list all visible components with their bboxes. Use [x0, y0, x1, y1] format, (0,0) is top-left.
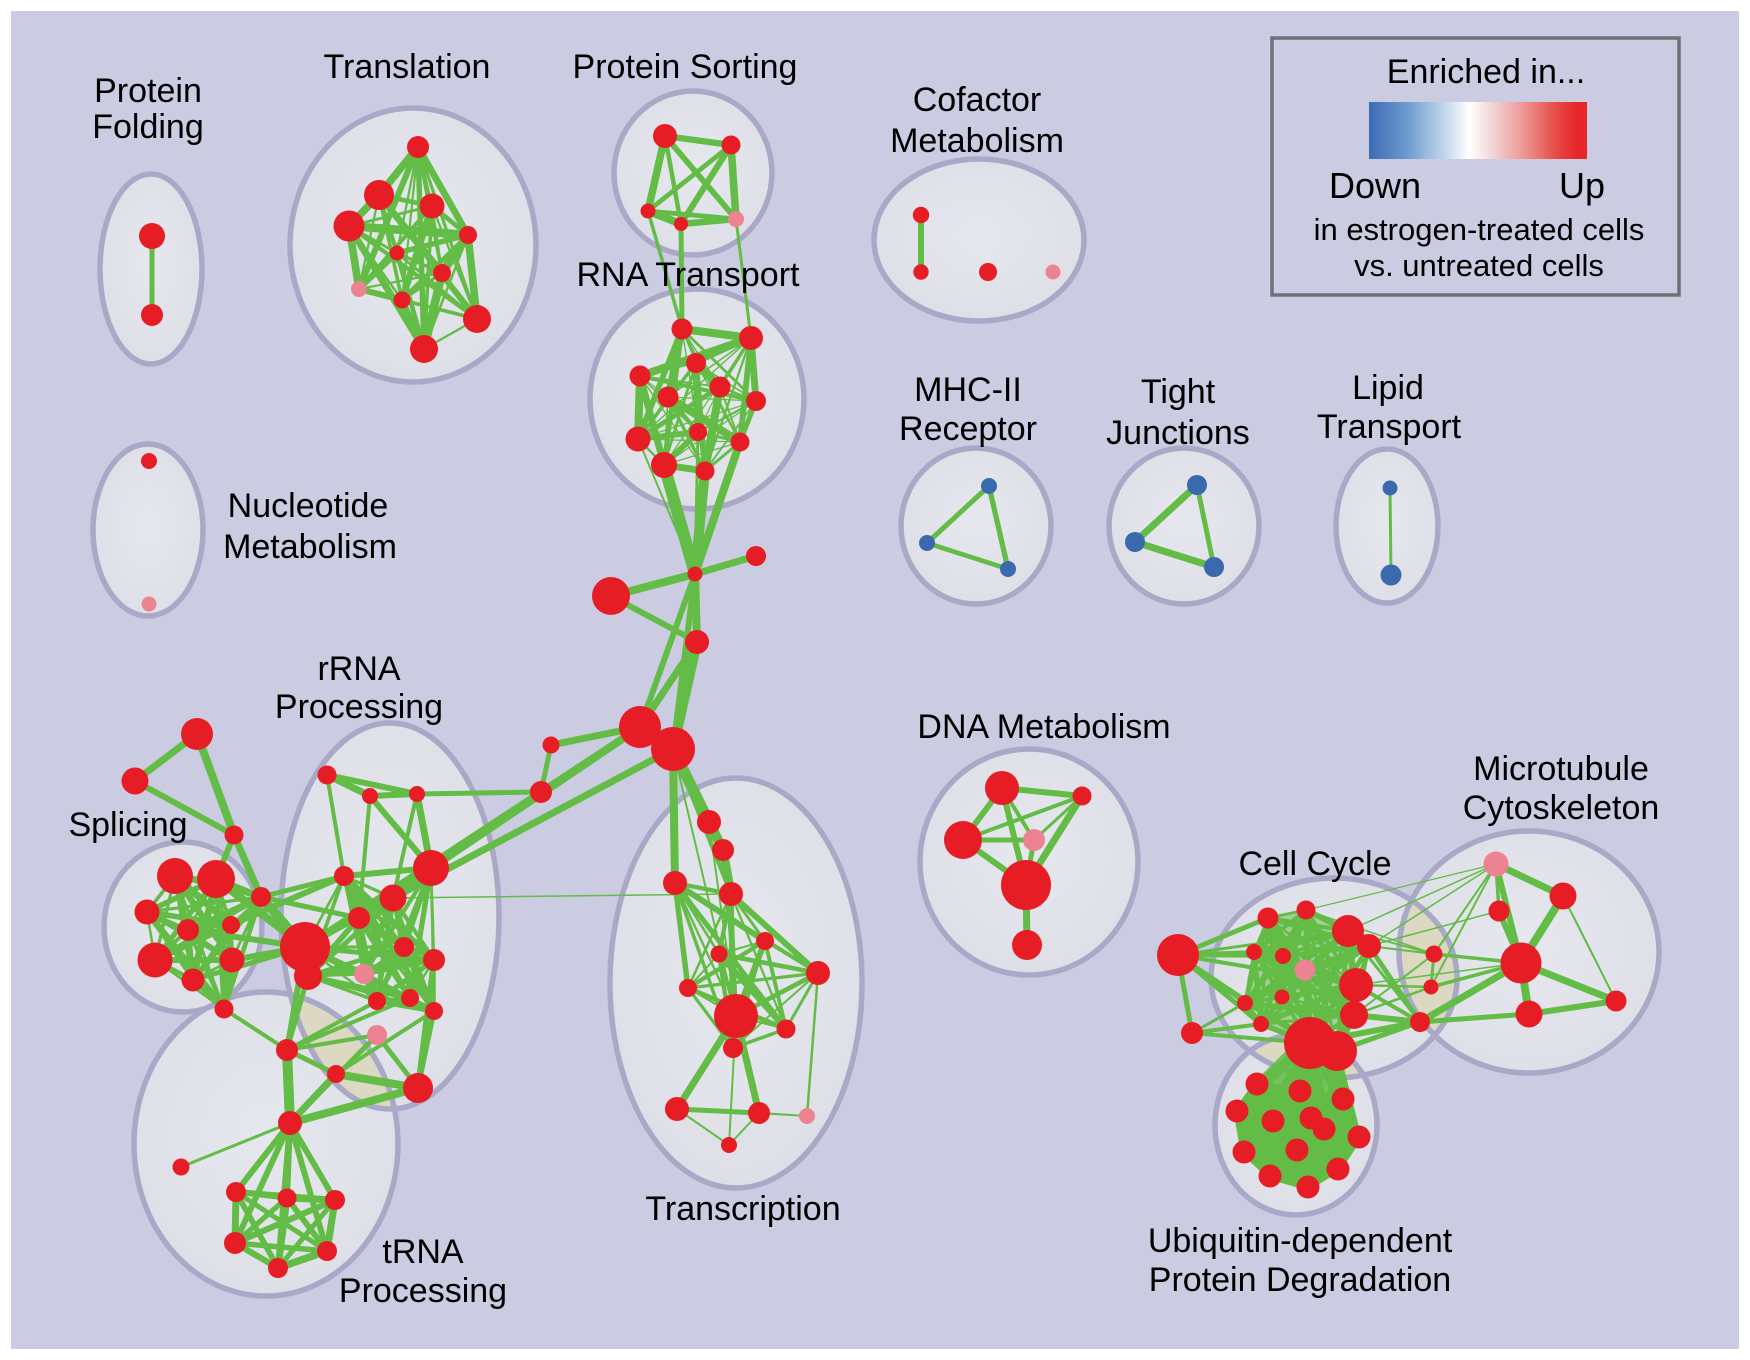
svg-text:Processing: Processing [275, 688, 443, 726]
svg-text:Transcription: Transcription [645, 1190, 840, 1228]
svg-text:Protein Degradation: Protein Degradation [1149, 1261, 1451, 1299]
svg-text:Protein Sorting: Protein Sorting [573, 48, 798, 86]
svg-text:Down: Down [1329, 165, 1421, 206]
svg-text:Lipid: Lipid [1352, 369, 1424, 407]
svg-text:rRNA: rRNA [317, 650, 400, 688]
svg-text:Splicing: Splicing [68, 806, 187, 844]
svg-text:Cytoskeleton: Cytoskeleton [1463, 789, 1660, 827]
svg-text:Cofactor: Cofactor [913, 81, 1042, 119]
svg-text:Receptor: Receptor [899, 410, 1037, 448]
svg-text:tRNA: tRNA [382, 1233, 464, 1271]
svg-text:Cell Cycle: Cell Cycle [1238, 845, 1391, 883]
svg-text:RNA Transport: RNA Transport [577, 256, 801, 294]
svg-text:Ubiquitin-dependent: Ubiquitin-dependent [1148, 1222, 1453, 1260]
svg-text:Enriched in...: Enriched in... [1387, 53, 1585, 91]
svg-text:MHC-II: MHC-II [914, 371, 1022, 409]
svg-text:Up: Up [1559, 165, 1605, 206]
svg-text:Folding: Folding [92, 108, 204, 146]
svg-text:Processing: Processing [339, 1272, 507, 1310]
svg-text:Metabolism: Metabolism [223, 528, 397, 566]
svg-text:vs. untreated cells: vs. untreated cells [1354, 248, 1604, 283]
svg-text:Metabolism: Metabolism [890, 122, 1064, 160]
svg-text:Tight: Tight [1141, 373, 1216, 411]
svg-text:Transport: Transport [1317, 408, 1462, 446]
svg-text:Protein: Protein [94, 72, 202, 110]
svg-text:in estrogen-treated cells: in estrogen-treated cells [1314, 212, 1645, 247]
svg-text:Junctions: Junctions [1106, 414, 1250, 452]
svg-text:DNA Metabolism: DNA Metabolism [917, 708, 1170, 746]
svg-text:Microtubule: Microtubule [1473, 750, 1649, 788]
svg-text:Nucleotide: Nucleotide [228, 487, 389, 525]
svg-text:Translation: Translation [324, 48, 491, 86]
